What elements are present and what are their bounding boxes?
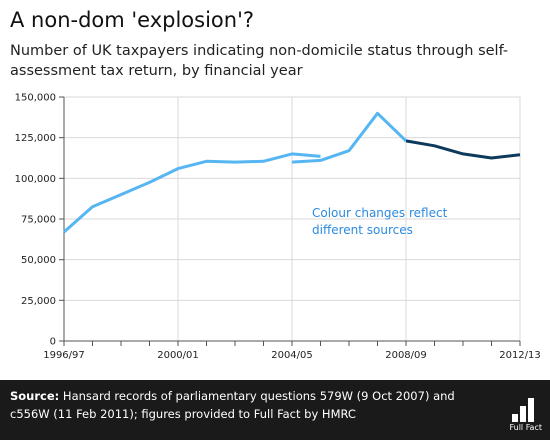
annotation-line-2: different sources	[312, 223, 413, 237]
series-line-3	[405, 139, 521, 160]
series-lines	[63, 111, 521, 234]
axes: 0 25,000 50,000 75,000 100,000 125,000 150,000…	[15, 93, 541, 362]
footer: Source: Hansard records of parliamentary…	[0, 380, 550, 440]
annotation-line-1: Colour changes reflect	[312, 206, 448, 220]
line-chart: 0 25,000 50,000 75,000 100,000 125,000 150,000…	[15, 93, 541, 362]
y-tick-label: 100,000	[15, 174, 56, 185]
y-tick-label: 0	[50, 337, 56, 348]
gridlines	[63, 96, 521, 342]
x-tick-label: 1996/97	[43, 350, 85, 361]
x-tick-label: 2000/01	[157, 350, 199, 361]
y-tick-label: 75,000	[21, 215, 56, 226]
chart-subtitle: Number of UK taxpayers indicating non-do…	[10, 43, 509, 79]
y-tick-label: 25,000	[21, 296, 56, 307]
source-note: Source: Hansard records of parliamentary…	[10, 387, 480, 423]
x-tick-label: 2004/05	[271, 350, 313, 361]
x-tick-label: 2008/09	[385, 350, 427, 361]
y-tick-label: 50,000	[21, 255, 56, 266]
x-tick-label: 2012/13	[499, 350, 541, 361]
source-text: Hansard records of parliamentary questio…	[10, 389, 455, 421]
y-tick-label: 125,000	[15, 133, 56, 144]
source-label: Source:	[10, 389, 60, 403]
chart-title: A non-dom 'explosion'?	[10, 8, 255, 32]
series-line-1	[63, 152, 321, 234]
logo-text: Full Fact	[509, 423, 542, 432]
full-fact-logo-icon	[512, 398, 534, 422]
y-tick-label: 150,000	[15, 93, 56, 104]
